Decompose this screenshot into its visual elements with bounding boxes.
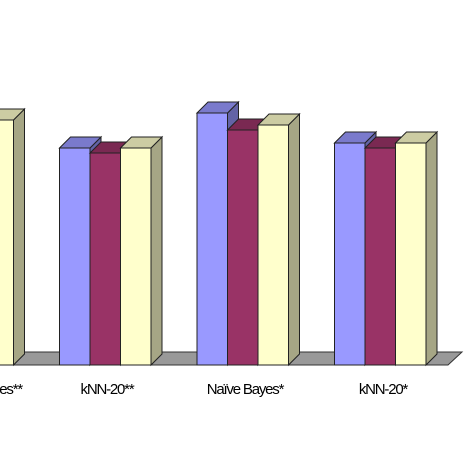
bar-side (13, 107, 25, 367)
x-tick-label: kNN-20** (81, 381, 135, 398)
bar-side (288, 112, 300, 367)
bar (364, 147, 396, 366)
bar (0, 119, 14, 366)
x-tick-label: es** (0, 381, 23, 398)
bar (89, 152, 121, 366)
bar (257, 124, 289, 366)
x-tick-label: kNN-20* (359, 381, 409, 398)
bar-side (425, 130, 438, 367)
bar (120, 147, 152, 366)
bar (59, 147, 91, 366)
bar (196, 112, 228, 366)
bar (334, 142, 366, 366)
bar (395, 142, 427, 366)
x-tick-label: Naïve Bayes* (207, 381, 285, 398)
bar-side (150, 135, 163, 367)
bar (227, 129, 259, 366)
